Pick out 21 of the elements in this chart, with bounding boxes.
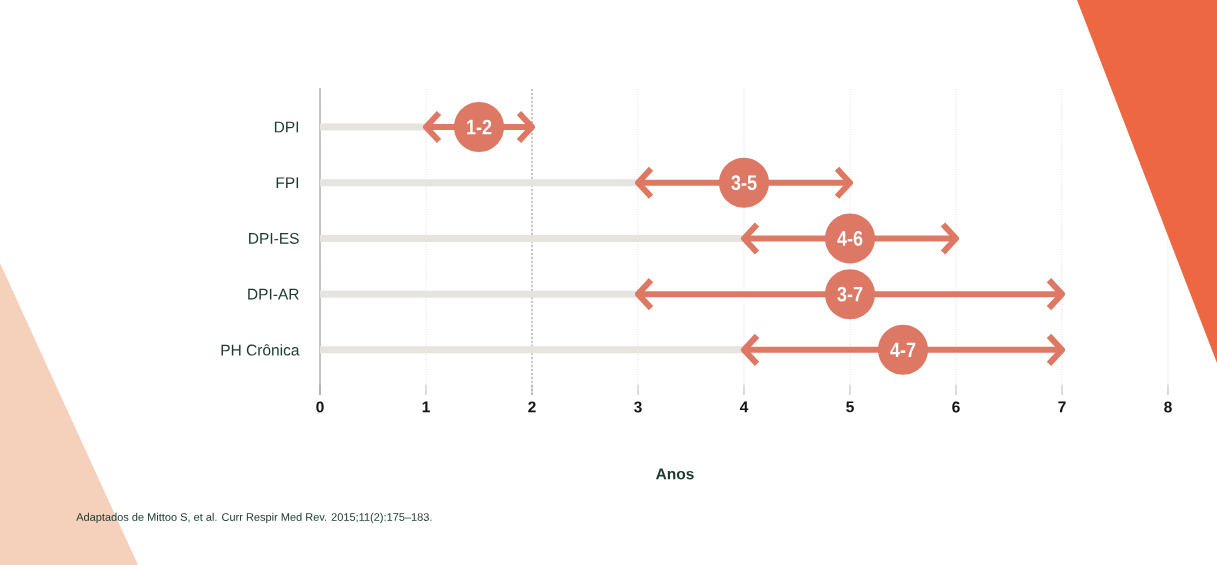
x-tick-label: 1 [422,401,430,413]
data-label: 4-7 [890,342,916,358]
y-tick-label: DPI-ES [249,232,299,244]
y-tick-label: DPI [274,121,299,133]
x-tick-label: 7 [1058,401,1066,413]
data-label: 3-7 [837,286,863,302]
x-tick-label: 6 [952,401,960,413]
data-label: 3-5 [731,175,757,191]
data-label: 4-6 [837,230,863,246]
y-tick-label: FPI [276,177,299,189]
text: Adaptados de Mittoo S, et al. Curr Respir Med Rev. 2015;11(2):175–183. [76,512,432,524]
y-tick-label: PH Crônica [221,344,300,356]
x-axis-title: Anos [655,468,694,480]
x-tick-label: 3 [634,401,642,413]
x-tick-label: 4 [739,401,749,413]
data-label: 1-2 [467,119,492,135]
x-tick-label: 5 [846,401,854,413]
x-tick-label: 2 [528,401,536,413]
x-tick-label: 8 [1164,401,1172,413]
x-tick-label: 0 [316,401,324,413]
y-tick-label: DPI-AR [248,288,299,300]
